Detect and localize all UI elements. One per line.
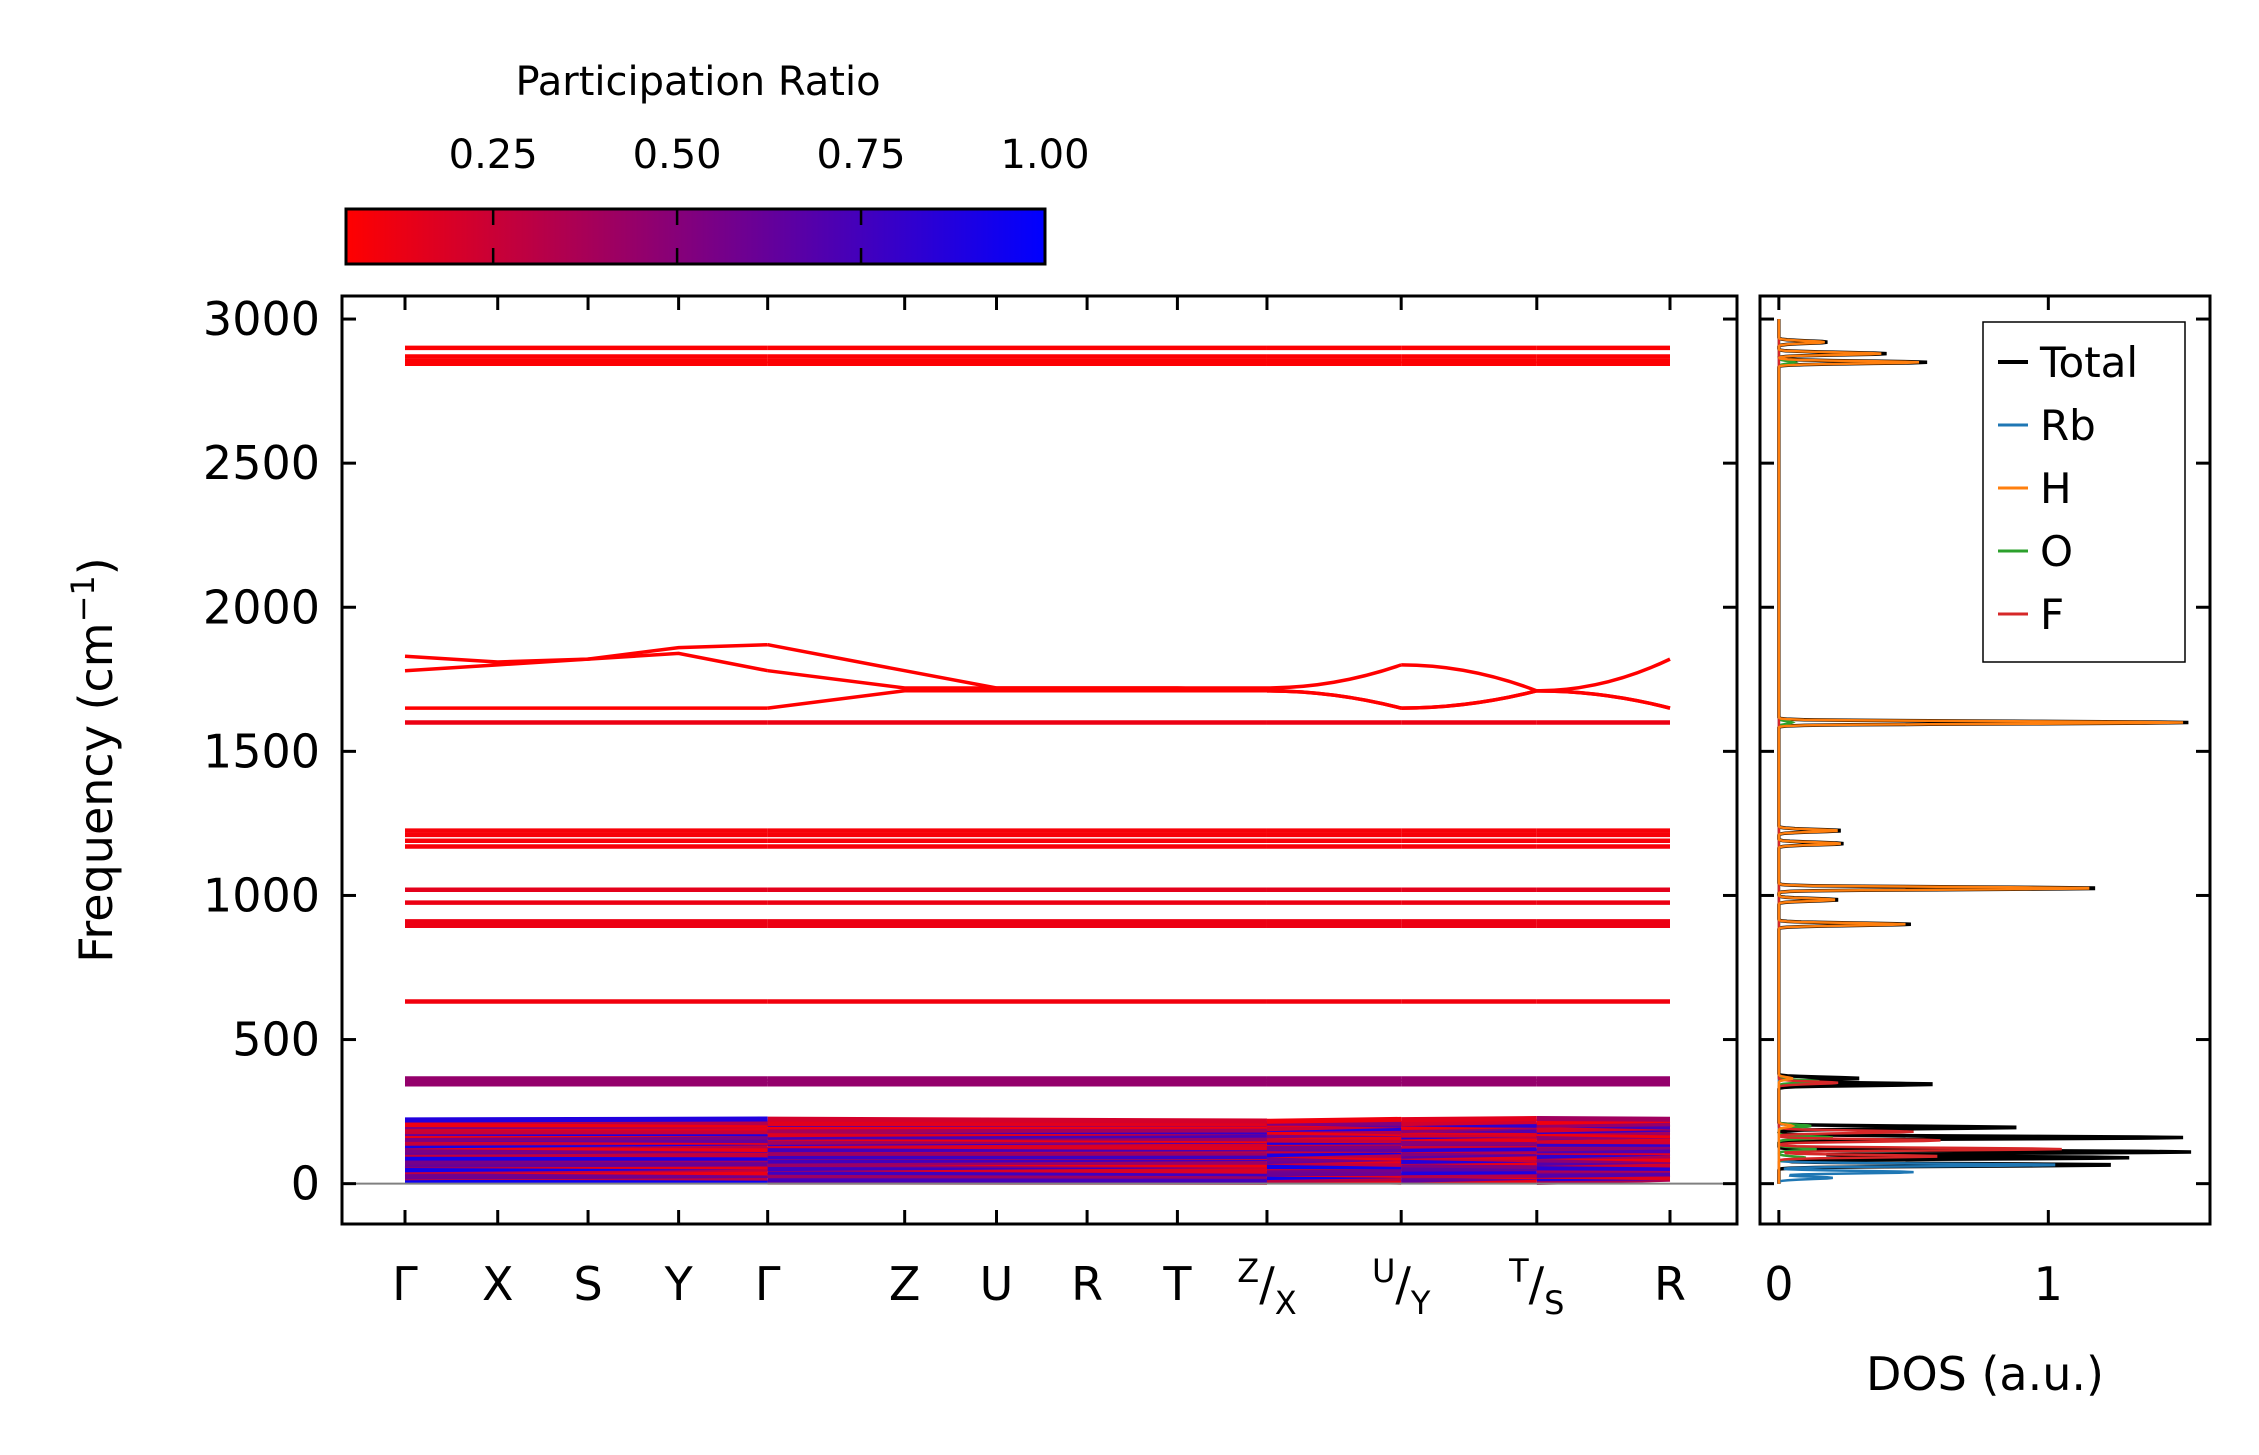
colorbar-gradient <box>344 207 1047 266</box>
kpoint-label: Y <box>664 1257 694 1311</box>
kpoint-label: T/S <box>1508 1252 1564 1322</box>
band-line <box>1401 1162 1537 1170</box>
kpoint-label: U <box>980 1257 1014 1311</box>
kpoint-label: Z <box>889 1257 921 1311</box>
band-line <box>1266 1176 1402 1184</box>
legend-label-f: F <box>2040 590 2064 639</box>
y-tick-label: 1000 <box>203 868 320 922</box>
band-line <box>1401 1119 1537 1127</box>
band-line <box>1401 689 1538 710</box>
y-tick-label: 0 <box>291 1157 320 1211</box>
band-line <box>1536 1130 1671 1139</box>
band-line <box>404 1116 768 1123</box>
colorbar-tick-label: 0.25 <box>449 132 538 178</box>
band-line <box>1266 689 1402 710</box>
band-line <box>1401 663 1538 693</box>
band-line <box>1401 1169 1537 1176</box>
y-tick-label: 1500 <box>203 724 320 778</box>
y-tick-label: 500 <box>232 1013 320 1067</box>
kpoint-label: X <box>482 1257 514 1311</box>
colorbar-tick-label: 1.00 <box>1000 132 1089 178</box>
band-line <box>1266 1137 1402 1144</box>
kpoint-label: S <box>573 1257 602 1311</box>
dos-plot-frame <box>1758 294 2212 1226</box>
band-line <box>1536 657 1671 693</box>
band-line <box>767 689 1267 710</box>
band-lines <box>404 345 1671 1185</box>
dos-curve-o <box>1777 319 1833 1184</box>
legend-label-h: H <box>2040 464 2072 513</box>
band-line <box>1266 663 1402 690</box>
y-tick-label: 2500 <box>203 436 320 490</box>
colorbar-tick-label: 0.50 <box>633 132 722 178</box>
band-line <box>404 1134 768 1142</box>
band-line <box>1536 1165 1671 1172</box>
band-line <box>404 1161 768 1168</box>
legend-label-total: Total <box>2039 338 2138 387</box>
legend-label-rb: Rb <box>2040 401 2096 450</box>
band-line <box>1266 1143 1402 1151</box>
y-tick-label: 2000 <box>203 580 320 634</box>
kpoint-label: R <box>1071 1257 1103 1311</box>
band-line <box>767 668 1268 693</box>
dos-x-axis-label: DOS (a.u.) <box>1866 1347 2104 1401</box>
band-line <box>1266 1116 1402 1124</box>
kpoint-label: Z/X <box>1237 1252 1296 1322</box>
band-line <box>1536 1171 1671 1178</box>
band-line <box>1536 1144 1671 1152</box>
colorbar-ticks: 0.25 0.50 0.75 1.00 <box>449 132 1090 264</box>
legend-items: Total Rb HOF <box>1998 338 2138 639</box>
band-line <box>1536 689 1671 710</box>
kpoint-ticks <box>403 296 1672 1224</box>
y-axis-ticks: 0 500 1000 1500 2000 2500 3000 <box>203 292 1737 1211</box>
band-line <box>767 1143 1267 1151</box>
band-line <box>1401 1146 1537 1153</box>
kpoint-label: R <box>1654 1257 1686 1311</box>
kpoint-label: U/Y <box>1372 1252 1431 1322</box>
band-line <box>1536 1138 1671 1145</box>
band-line <box>767 1169 1267 1177</box>
colorbar-tick-label: 0.75 <box>817 132 906 178</box>
band-line <box>767 1116 1267 1124</box>
band-line <box>404 1121 768 1128</box>
band-line <box>1536 1121 1671 1128</box>
kpoint-labels: Γ X S Y Γ Z U R T Z/X U/Y T/S R <box>392 1252 1686 1322</box>
y-axis-label: Frequency (cm−1) <box>64 557 123 962</box>
band-line <box>767 1132 1267 1140</box>
dos-x-tick-label: 1 <box>2034 1257 2063 1311</box>
colorbar: Participation Ratio 0.25 0.50 0.75 1.00 <box>344 59 1090 266</box>
band-structure-panel: 0 500 1000 1500 2000 2500 3000 Γ X S Y Γ Z U R T Z/X U/Y… <box>64 292 1739 1322</box>
y-tick-label: 3000 <box>203 292 320 346</box>
kpoint-label: T <box>1162 1257 1192 1311</box>
legend-label-o: O <box>2040 527 2073 576</box>
band-line <box>767 1127 1267 1134</box>
legend-box <box>1982 321 2186 663</box>
kpoint-label: Γ <box>755 1257 781 1311</box>
band-line <box>1401 1116 1537 1123</box>
band-line <box>1536 1116 1671 1122</box>
kpoint-label: Γ <box>392 1257 418 1311</box>
dos-curve-h <box>1777 319 2184 1184</box>
legend: Total Rb HOF <box>1982 321 2186 663</box>
band-plot-frame <box>340 294 1739 1226</box>
dos-curves <box>1777 319 2192 1184</box>
band-line <box>404 651 769 673</box>
dos-x-tick-label: 0 <box>1764 1257 1793 1311</box>
colorbar-title: Participation Ratio <box>515 59 880 105</box>
band-line <box>404 1178 768 1185</box>
